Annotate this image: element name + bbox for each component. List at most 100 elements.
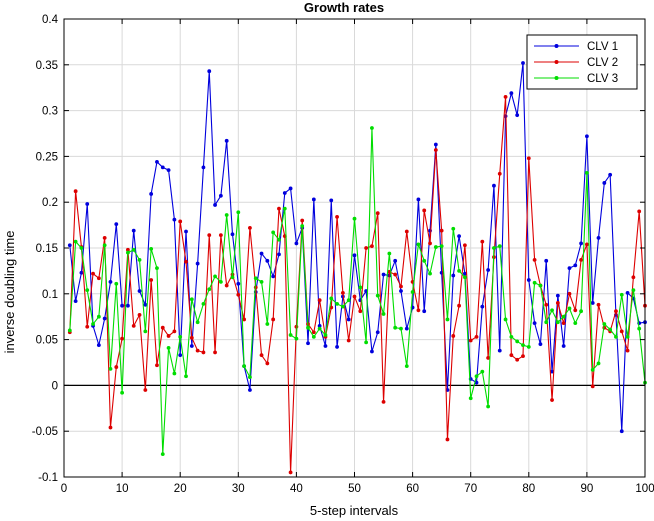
data-point <box>201 165 206 170</box>
data-point <box>352 216 357 221</box>
data-point <box>131 323 136 328</box>
data-point <box>178 353 183 358</box>
x-tick-label: 90 <box>581 483 594 495</box>
data-point <box>172 371 177 376</box>
data-point <box>201 301 206 306</box>
y-tick-label: 0.2 <box>42 197 58 209</box>
data-point <box>259 279 264 284</box>
y-tick-label: 0.3 <box>42 106 58 118</box>
data-point <box>608 172 613 177</box>
data-point <box>381 272 386 277</box>
data-point <box>561 314 566 319</box>
data-point <box>585 134 589 139</box>
data-point <box>526 278 531 282</box>
data-point <box>271 230 276 235</box>
data-point <box>300 224 305 228</box>
y-tick-label: 0.35 <box>36 60 58 72</box>
data-point <box>149 247 154 251</box>
data-point <box>526 345 531 349</box>
data-point <box>340 304 345 309</box>
data-point <box>189 335 194 340</box>
data-point <box>160 165 165 170</box>
data-point <box>567 266 572 271</box>
data-point <box>114 365 119 369</box>
data-point <box>102 316 107 321</box>
x-tick-label: 10 <box>116 483 129 495</box>
data-point <box>608 327 613 332</box>
data-point <box>120 390 124 395</box>
data-point <box>218 279 223 284</box>
data-point <box>468 396 473 401</box>
data-point <box>433 142 438 147</box>
series-3 <box>67 126 647 456</box>
data-point <box>335 214 339 219</box>
data-point <box>259 353 264 358</box>
data-point <box>85 288 90 293</box>
x-axis-label: 5-step intervals <box>310 503 399 518</box>
data-point <box>492 246 496 250</box>
x-tick-label: 40 <box>290 483 303 495</box>
data-point <box>218 193 223 198</box>
data-point <box>422 309 427 314</box>
data-point <box>96 314 101 319</box>
data-point <box>416 308 421 313</box>
data-point <box>172 329 177 334</box>
y-tick-label: -0.05 <box>32 426 58 438</box>
data-point <box>189 344 194 348</box>
data-point <box>544 258 549 263</box>
data-point <box>160 452 165 456</box>
data-point <box>207 287 212 292</box>
data-point <box>242 364 247 369</box>
x-tick-label: 50 <box>348 483 361 495</box>
data-point <box>126 247 130 252</box>
data-point <box>311 334 316 339</box>
data-point <box>381 399 386 404</box>
data-point <box>579 258 583 262</box>
data-point <box>585 242 589 247</box>
data-point <box>311 330 316 335</box>
data-point <box>497 348 502 353</box>
data-point <box>265 258 270 263</box>
data-point <box>538 283 543 288</box>
data-point <box>236 281 241 286</box>
data-point <box>619 292 624 297</box>
data-point <box>346 298 351 303</box>
data-point <box>137 289 142 293</box>
data-point <box>433 148 438 152</box>
data-point <box>213 274 217 279</box>
data-point <box>515 357 520 362</box>
data-point <box>288 333 293 337</box>
data-point <box>474 334 479 339</box>
y-tick-label: -0.1 <box>38 472 58 484</box>
data-point <box>561 321 566 326</box>
data-point <box>433 245 438 249</box>
data-point <box>532 258 537 262</box>
data-point <box>509 334 514 339</box>
data-point <box>515 339 520 344</box>
data-point <box>294 336 299 341</box>
data-point <box>416 242 421 247</box>
data-point <box>526 156 531 161</box>
data-point <box>602 181 607 185</box>
data-point <box>242 317 247 322</box>
data-point <box>567 306 572 311</box>
data-point <box>131 228 136 233</box>
x-tick-label: 30 <box>232 483 245 495</box>
data-point <box>596 236 601 240</box>
data-point <box>509 353 514 358</box>
data-point <box>137 258 142 262</box>
data-point <box>248 388 252 392</box>
data-point <box>317 298 322 303</box>
data-point <box>515 113 520 118</box>
data-point <box>579 241 583 246</box>
data-point <box>631 288 636 293</box>
data-point <box>149 278 154 282</box>
data-point <box>166 334 171 338</box>
data-point <box>143 388 148 392</box>
data-point <box>155 363 159 368</box>
data-point <box>189 297 194 302</box>
data-point <box>160 325 165 330</box>
y-axis-label: inverse doubling time <box>2 231 17 354</box>
data-point <box>300 218 305 223</box>
data-point <box>114 222 119 227</box>
